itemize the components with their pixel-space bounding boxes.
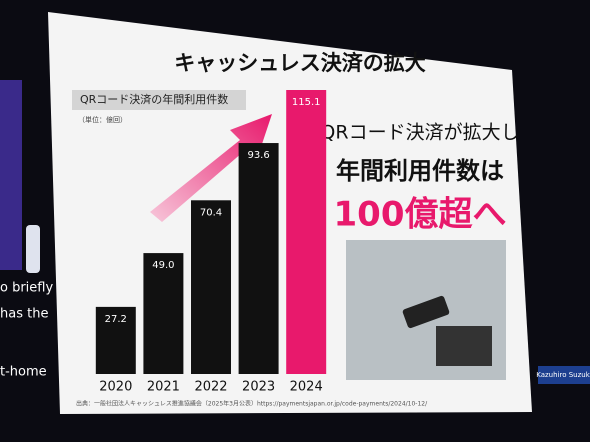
chart-title-box	[72, 90, 246, 110]
headline-1: QRコード決済が拡大し	[320, 122, 519, 144]
headline-3: 100億超へ	[334, 195, 507, 235]
growth-arrow	[150, 114, 272, 222]
slide-title: キャッシュレス決済の拡大	[174, 51, 426, 75]
chart-title: QRコード決済の年間利用件数	[80, 92, 228, 106]
bar	[191, 200, 231, 374]
x-tick-label: 2021	[147, 380, 180, 395]
x-tick-label: 2020	[99, 380, 132, 395]
bar	[143, 253, 184, 374]
bar	[238, 143, 279, 374]
value-label: 70.4	[200, 207, 222, 218]
source: 出典：一般社団法人キャッシュレス推進協議会（2025年3月公表）https://…	[76, 400, 428, 408]
speaker-box	[538, 366, 590, 384]
value-label: 115.1	[292, 97, 321, 108]
bottle	[26, 225, 40, 273]
value-label: 93.6	[247, 150, 269, 161]
chart-subtitle: （単位：億回）	[78, 115, 127, 124]
bar	[286, 90, 327, 374]
bar	[95, 306, 136, 374]
side-caption: t-home	[0, 365, 47, 380]
value-label: 49.0	[152, 260, 174, 271]
value-label: 27.2	[105, 314, 127, 325]
photo-phone	[402, 295, 450, 329]
photo-terminal	[436, 326, 492, 366]
headline-2: 年間利用件数は	[336, 157, 504, 185]
x-tick-label: 2022	[194, 380, 227, 395]
x-tick-label: 2024	[290, 380, 323, 395]
side-screen	[0, 80, 22, 270]
speaker: Kazuhiro Suzuki	[536, 371, 590, 379]
side-caption: o briefly	[0, 281, 53, 296]
side-caption: has the	[0, 307, 48, 322]
x-tick-label: 2023	[242, 380, 275, 395]
